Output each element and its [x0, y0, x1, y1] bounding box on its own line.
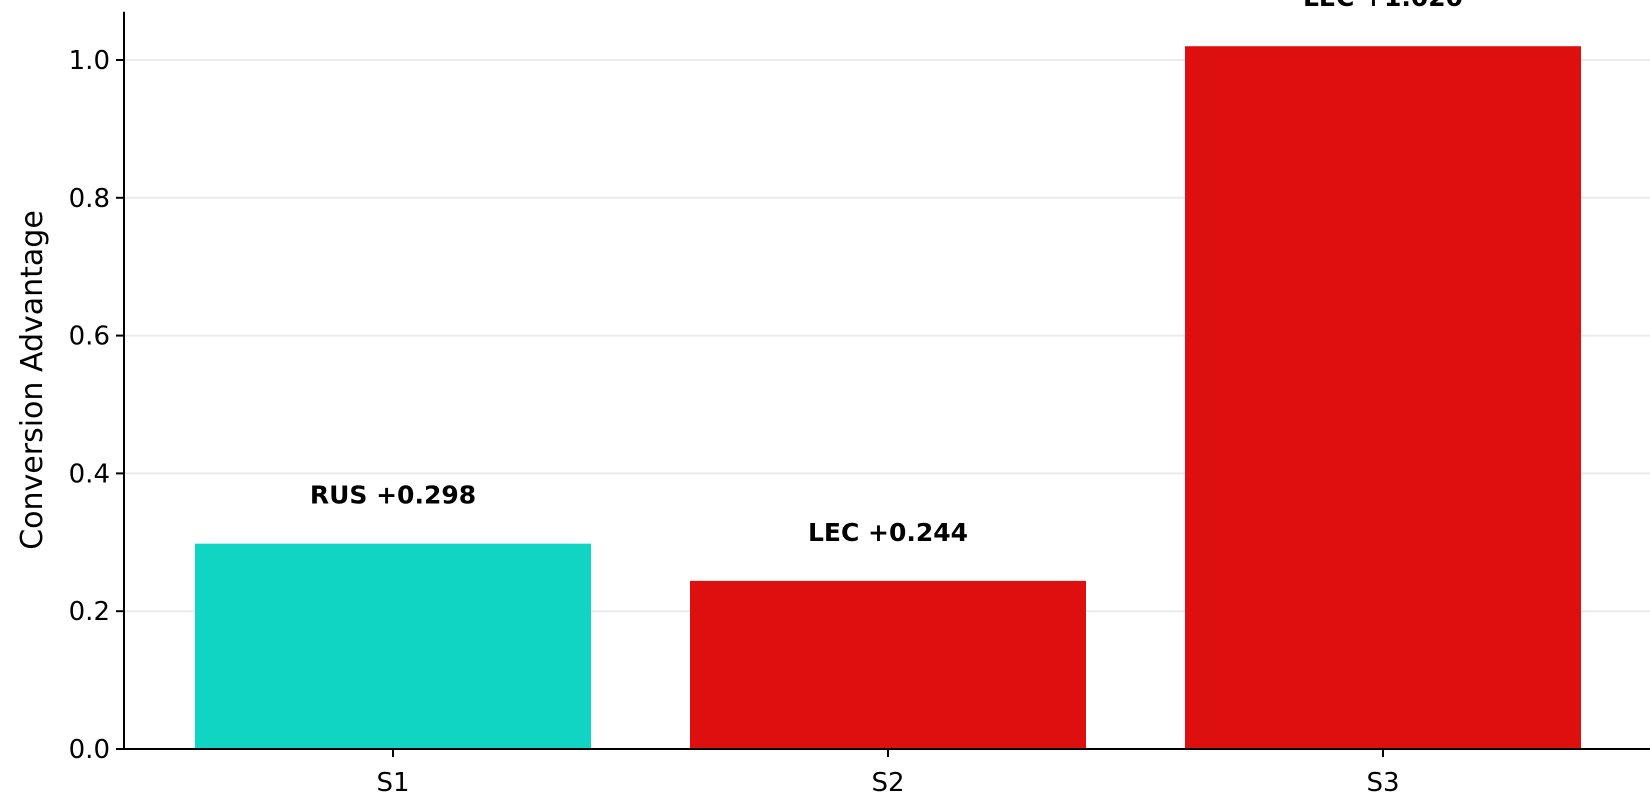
y-tick-label: 1.0: [69, 46, 110, 76]
bar-s1: [195, 543, 591, 749]
y-ticks: 0.0 0.2 0.4 0.6 0.8 1.0: [69, 46, 124, 765]
bar-value-label: LEC +0.244: [808, 518, 968, 547]
y-tick-label: 0.4: [69, 459, 110, 489]
x-tick-label: S2: [871, 768, 904, 795]
bar-s3: [1185, 46, 1581, 750]
y-tick-label: 0.6: [69, 322, 110, 352]
x-ticks: S1 S2 S3: [376, 749, 1400, 795]
y-tick-label: 0.2: [69, 597, 110, 627]
y-tick-label: 0.8: [69, 184, 110, 214]
bar-s2: [690, 580, 1086, 749]
bar-value-label: RUS +0.298: [310, 481, 476, 510]
x-tick-label: S1: [376, 768, 409, 795]
y-tick-label: 0.0: [69, 735, 110, 765]
y-axis-label: Conversion Advantage: [15, 210, 50, 550]
bar-value-label: LEC +1.020: [1303, 0, 1463, 12]
bar-labels: RUS +0.298 LEC +0.244 LEC +1.020: [310, 0, 1463, 547]
bars: [195, 46, 1581, 750]
x-tick-label: S3: [1366, 768, 1399, 795]
